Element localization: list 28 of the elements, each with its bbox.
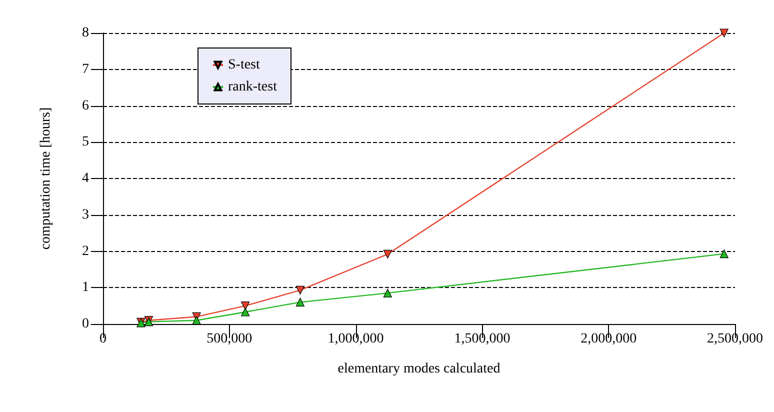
legend-label: S-test: [228, 58, 260, 72]
x-axis-title: elementary modes calculated: [338, 362, 500, 376]
point: [296, 286, 304, 294]
point: [296, 298, 304, 306]
y-tick-label: 3: [82, 207, 89, 222]
point: [720, 28, 728, 38]
y-tick-label: 5: [82, 134, 89, 150]
y-axis-title: computation time [hours]: [38, 107, 54, 250]
point: [241, 308, 250, 316]
x-tick-label: 2,000,000: [580, 332, 637, 346]
point: [241, 302, 250, 310]
x-tick-label: 2,500,000: [707, 332, 763, 346]
x-tick-label: 1,000,000: [328, 332, 384, 346]
point: [383, 288, 392, 298]
legend-label: rank-test: [228, 80, 278, 94]
y-tick-label: 1: [82, 280, 89, 296]
x-tick-label: 500,000: [206, 332, 252, 346]
y-tick-label: 6: [82, 98, 89, 114]
y-tick-label: 8: [82, 26, 89, 40]
y-tick-label: 2: [82, 244, 89, 259]
y-tick-label: 0: [82, 316, 89, 332]
y-tick-label: 7: [82, 62, 89, 77]
point: [192, 316, 201, 325]
point: [720, 249, 728, 258]
point: [383, 250, 392, 258]
y-tick-label: 4: [82, 171, 89, 186]
x-tick-label: 1,500,000: [454, 332, 510, 346]
x-tick-label: 0: [100, 332, 106, 346]
